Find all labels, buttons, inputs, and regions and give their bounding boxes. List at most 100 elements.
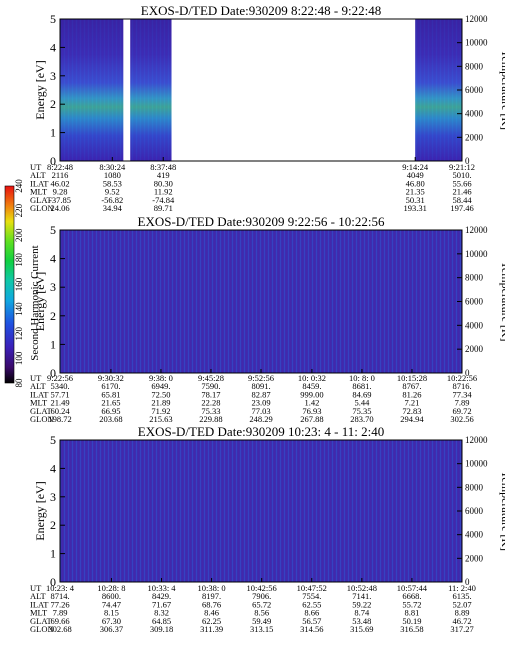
orbit-cell-alt: 8197. [202, 591, 221, 601]
orbit-cell-mlt: 1.42 [304, 398, 319, 408]
orbit-cell-ilat: 77.26 [50, 599, 69, 609]
orbit-cell-mlt: 9.52 [105, 187, 120, 197]
orbit-cell-ilat: 52.07 [452, 599, 471, 609]
orbit-cell-alt: 8091. [251, 381, 270, 391]
energy-tick-label: 0 [50, 575, 56, 589]
temperature-tick-label: 4000 [465, 320, 484, 330]
orbit-cell-mlt: 8.74 [354, 608, 370, 618]
orbit-cell-mlt: 8.81 [404, 608, 419, 618]
orbit-cell-alt: 8459. [302, 381, 321, 391]
orbit-row-label: ALT [30, 381, 47, 391]
orbit-cell-alt: 7906. [252, 591, 271, 601]
orbit-cell-mlt: 21.46 [452, 187, 471, 197]
orbit-cell-ut: 9:30:32 [98, 373, 124, 383]
orbit-row-label: GLAT [30, 406, 53, 416]
orbit-cell-alt: 8767. [402, 381, 421, 391]
orbit-cell-ut: 10:33: 4 [147, 583, 176, 593]
orbit-row-label: UT [30, 373, 42, 383]
orbit-cell-ilat: 84.69 [352, 389, 371, 399]
orbit-cell-glat: 46.72 [452, 616, 471, 626]
colorbar-tick-label: 220 [14, 203, 24, 217]
orbit-cell-ut: 8:30:24 [99, 162, 126, 172]
orbit-cell-glat: 77.03 [251, 406, 270, 416]
orbit-cell-glon: 283.70 [350, 414, 373, 424]
orbit-cell-glon: 229.88 [199, 414, 222, 424]
panel-title: EXOS-D/TED Date:930209 9:22:56 - 10:22:5… [138, 214, 385, 229]
energy-axis-label: Energy [eV] [33, 272, 47, 331]
orbit-cell-ut: 10: 0:32 [298, 373, 326, 383]
data-gap-1 [171, 19, 416, 161]
orbit-row-label: MLT [30, 398, 48, 408]
orbit-cell-ilat: 65.81 [101, 389, 120, 399]
orbit-cell-ut: 9:21:12 [449, 162, 475, 172]
energy-tick-label: 5 [50, 223, 56, 237]
orbit-cell-glon: 193.31 [404, 203, 427, 213]
temperature-tick-label: 2000 [465, 553, 484, 563]
orbit-row-label: ILAT [30, 178, 49, 188]
orbit-cell-glon: 302.56 [450, 414, 473, 424]
panel-title: EXOS-D/TED Date:930209 10:23: 4 - 11: 2:… [138, 424, 385, 439]
orbit-cell-ilat: 74.47 [102, 599, 121, 609]
orbit-cell-ilat: 58.53 [103, 178, 122, 188]
temperature-tick-label: 12000 [465, 435, 488, 445]
orbit-cell-ut: 10:42:56 [247, 583, 277, 593]
orbit-cell-mlt: 7.89 [53, 608, 68, 618]
temperature-tick-label: 12000 [465, 14, 488, 24]
temperature-tick-label: 2000 [465, 132, 484, 142]
orbit-cell-glon: 311.39 [200, 624, 223, 634]
energy-tick-label: 4 [50, 40, 56, 54]
orbit-row-label: GLAT [30, 616, 53, 626]
orbit-cell-mlt: 8.56 [254, 608, 269, 618]
temperature-tick-label: 0 [465, 368, 470, 378]
orbit-cell-glat: 62.25 [202, 616, 221, 626]
temperature-tick-label: 8000 [465, 482, 484, 492]
orbit-row-label: ILAT [30, 389, 49, 399]
orbit-cell-ilat: 65.72 [252, 599, 271, 609]
orbit-cell-glat: -56.82 [101, 195, 123, 205]
orbit-row-label: ILAT [30, 599, 49, 609]
energy-axis-label: Energy [eV] [33, 60, 47, 119]
orbit-cell-ut: 10: 8: 0 [349, 373, 375, 383]
panel-3: EXOS-D/TED Date:930209 10:23: 4 - 11: 2:… [30, 424, 505, 634]
colorbar-tick-label: 160 [14, 277, 24, 291]
temperature-tick-label: 0 [465, 577, 470, 587]
colorbar-tick-label: 240 [14, 179, 24, 193]
orbit-row-label: ALT [30, 591, 47, 601]
energy-tick-label: 2 [50, 309, 56, 323]
temperature-tick-label: 4000 [465, 109, 484, 119]
orbit-cell-alt: 5010. [452, 170, 471, 180]
orbit-cell-ut: 9:52:56 [248, 373, 274, 383]
orbit-row-label: GLAT [30, 195, 53, 205]
orbit-cell-glon: 313.15 [250, 624, 273, 634]
orbit-cell-glon: 203.68 [99, 414, 122, 424]
orbit-cell-alt: 8716. [452, 381, 471, 391]
temperature-tick-label: 2000 [465, 344, 484, 354]
orbit-cell-glon: 89.71 [154, 203, 173, 213]
orbit-cell-ut: 9:14:24 [402, 162, 429, 172]
orbit-row-label: GLON [30, 624, 54, 634]
orbit-cell-glat: 50.31 [406, 195, 425, 205]
orbit-cell-glon: 314.56 [300, 624, 323, 634]
orbit-cell-glon: 306.37 [100, 624, 123, 634]
energy-tick-label: 3 [50, 69, 56, 83]
orbit-cell-ilat: 59.22 [352, 599, 371, 609]
orbit-row-label: GLON [30, 414, 54, 424]
energy-tick-label: 5 [50, 12, 56, 26]
orbit-cell-ut: 10:22:56 [447, 373, 477, 383]
orbit-row-label: UT [30, 583, 42, 593]
orbit-cell-mlt: 21.49 [50, 398, 69, 408]
orbit-cell-glon: 215.63 [149, 414, 172, 424]
temperature-tick-label: 12000 [465, 225, 488, 235]
orbit-cell-alt: 6668. [402, 591, 421, 601]
orbit-cell-ut: 8:22:48 [47, 162, 73, 172]
temperature-tick-label: 10000 [465, 38, 488, 48]
heatmap-fill [60, 440, 462, 582]
panel-1: EXOS-D/TED Date:930209 8:22:48 - 9:22:48… [30, 3, 505, 213]
colorbar-label: Second Harmonic Current [29, 245, 41, 360]
orbit-cell-glon: 316.58 [400, 624, 423, 634]
orbit-cell-glat: -37.85 [49, 195, 71, 205]
energy-tick-label: 1 [50, 126, 56, 140]
orbit-cell-alt: 8681. [352, 381, 371, 391]
orbit-cell-ut: 9:38: 0 [149, 373, 173, 383]
